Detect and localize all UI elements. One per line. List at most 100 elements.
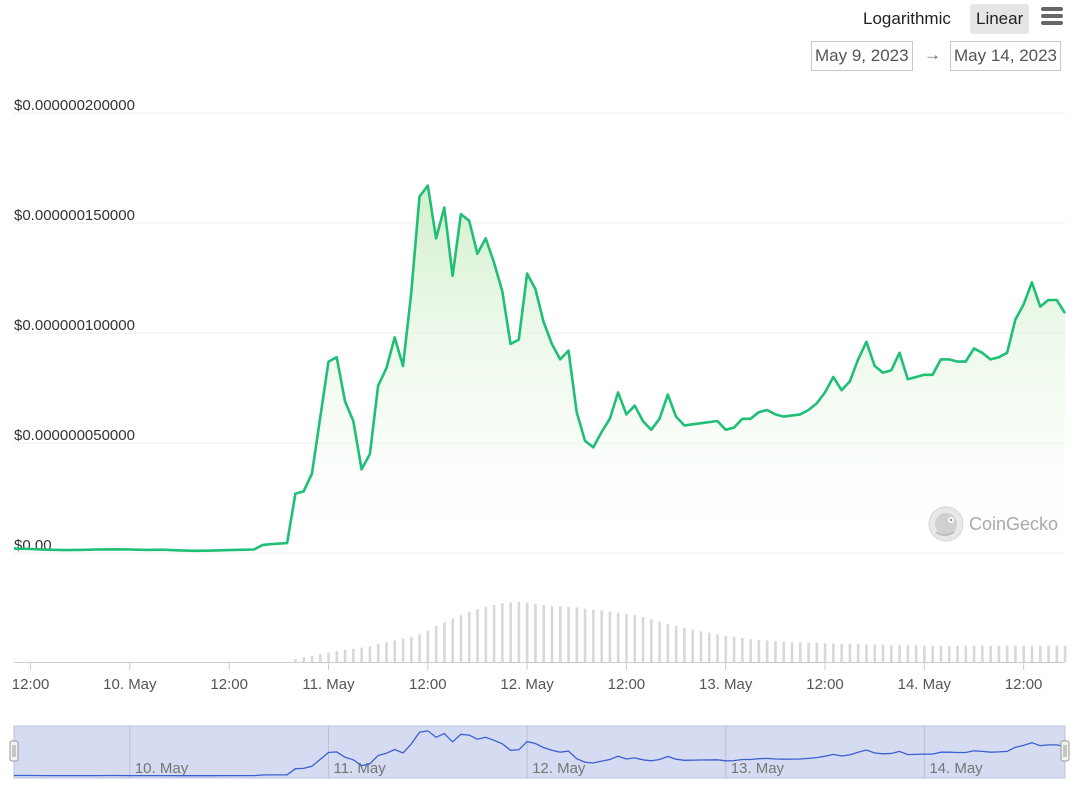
- volume-bar: [724, 635, 728, 662]
- volume-bar: [765, 640, 769, 662]
- volume-bar: [890, 645, 893, 662]
- navigator-right-handle[interactable]: [1060, 740, 1070, 762]
- volume-bar: [509, 602, 512, 662]
- volume-bar: [914, 645, 918, 662]
- price-line[interactable]: [13, 184, 1067, 553]
- volume-bar: [318, 654, 322, 662]
- volume-bar: [674, 626, 678, 662]
- volume-bar: [840, 644, 843, 662]
- volume-bar: [360, 647, 363, 662]
- volume-bar: [385, 642, 388, 662]
- volume-bar: [997, 645, 1001, 662]
- volume-bar: [798, 642, 802, 662]
- volume-bar: [691, 629, 694, 662]
- volume-bar: [1014, 645, 1017, 662]
- navigator-series-line: [14, 730, 1066, 777]
- navigator[interactable]: 10. May 11. May 12. May 13. May 14. May: [9, 725, 1070, 779]
- date-range-to-input[interactable]: May 14, 2023: [950, 41, 1062, 71]
- volume-bar: [501, 603, 504, 662]
- volume-bar: [981, 645, 984, 662]
- volume-bar: [956, 645, 959, 662]
- price-area-fill: [14, 185, 1065, 553]
- navigator-label: 10. May: [135, 760, 189, 777]
- volume-bar: [467, 611, 471, 662]
- coingecko-gecko-icon: [928, 506, 964, 542]
- volume-bar: [989, 645, 992, 662]
- volume-bar: [418, 634, 421, 662]
- volume-bar: [393, 640, 397, 662]
- date-range-from-input[interactable]: May 9, 2023: [811, 41, 913, 71]
- volume-bar: [699, 631, 703, 662]
- volume-bar: [575, 607, 579, 662]
- volume-bar: [815, 642, 819, 662]
- volume-bar: [666, 624, 670, 662]
- volume-bar: [790, 642, 794, 662]
- volume-bar: [476, 609, 479, 662]
- x-tick-label: 12:00: [12, 676, 50, 693]
- x-tick-label: 11. May: [302, 676, 355, 693]
- volume-bars: [294, 602, 1067, 662]
- x-tick-label: 12:00: [409, 676, 447, 693]
- volume-bar: [484, 606, 488, 662]
- volume-bar: [352, 648, 355, 662]
- y-tick-label: $0.000000100000: [14, 317, 135, 334]
- volume-bar: [625, 614, 628, 662]
- volume-bar: [1063, 645, 1067, 662]
- watermark-text: CoinGecko: [969, 514, 1058, 534]
- y-tick-label: $0.000000050000: [14, 427, 135, 444]
- volume-bar: [823, 643, 827, 662]
- logarithmic-scale-button[interactable]: Logarithmic: [863, 9, 951, 28]
- volume-bar: [616, 612, 620, 662]
- x-tick-label: 12:00: [806, 676, 844, 693]
- volume-bar: [633, 615, 637, 662]
- volume-bar: [906, 645, 910, 662]
- volume-bar: [294, 659, 297, 662]
- volume-bar: [550, 606, 554, 662]
- volume-bar: [492, 605, 496, 662]
- date-range-arrow: →: [924, 45, 941, 64]
- volume-bar: [898, 645, 901, 662]
- y-axis-labels: $0.00$0.000000050000$0.000000100000$0.00…: [14, 97, 135, 554]
- navigator-label: 13. May: [731, 760, 785, 777]
- volume-bar: [741, 638, 744, 662]
- volume-bar: [434, 626, 438, 662]
- volume-bar: [558, 606, 562, 662]
- volume-bar: [749, 639, 752, 662]
- volume-bar: [459, 615, 463, 662]
- x-tick-label: 13. May: [699, 676, 753, 693]
- volume-bar: [1055, 645, 1059, 662]
- hamburger-menu-icon[interactable]: [1041, 7, 1063, 27]
- price-series-line[interactable]: [13, 184, 1067, 553]
- volume-bar: [376, 644, 380, 662]
- volume-bar: [873, 644, 877, 662]
- volume-bar: [848, 644, 852, 662]
- volume-bar: [525, 602, 529, 662]
- volume-bar: [534, 603, 537, 662]
- volume-bar: [716, 634, 719, 662]
- volume-bar: [757, 639, 761, 662]
- volume-bar: [707, 632, 711, 662]
- navigator-left-handle[interactable]: [9, 740, 19, 762]
- volume-bar: [451, 618, 455, 662]
- volume-bar: [517, 602, 521, 662]
- volume-bar: [335, 651, 339, 662]
- y-tick-label: $0.000000200000: [14, 97, 135, 114]
- x-tick-label: 10. May: [103, 676, 157, 693]
- volume-bar: [832, 643, 835, 662]
- volume-bar: [1047, 645, 1050, 662]
- linear-scale-button[interactable]: Linear: [970, 4, 1030, 34]
- volume-bar: [583, 608, 587, 662]
- volume-bar: [641, 617, 645, 662]
- volume-bar: [881, 644, 885, 662]
- x-axis: 12:00 10. May 12:00 11. May 12:00 12. May 12:0…: [12, 662, 1065, 693]
- volume-bar: [939, 645, 943, 662]
- volume-bar: [368, 646, 372, 662]
- x-tick-label: 12. May: [500, 676, 554, 693]
- volume-bar: [567, 606, 570, 662]
- volume-bar: [732, 636, 736, 662]
- volume-bar: [658, 621, 661, 662]
- volume-bar: [807, 642, 810, 662]
- volume-bar: [327, 652, 330, 662]
- volume-bar: [443, 622, 446, 662]
